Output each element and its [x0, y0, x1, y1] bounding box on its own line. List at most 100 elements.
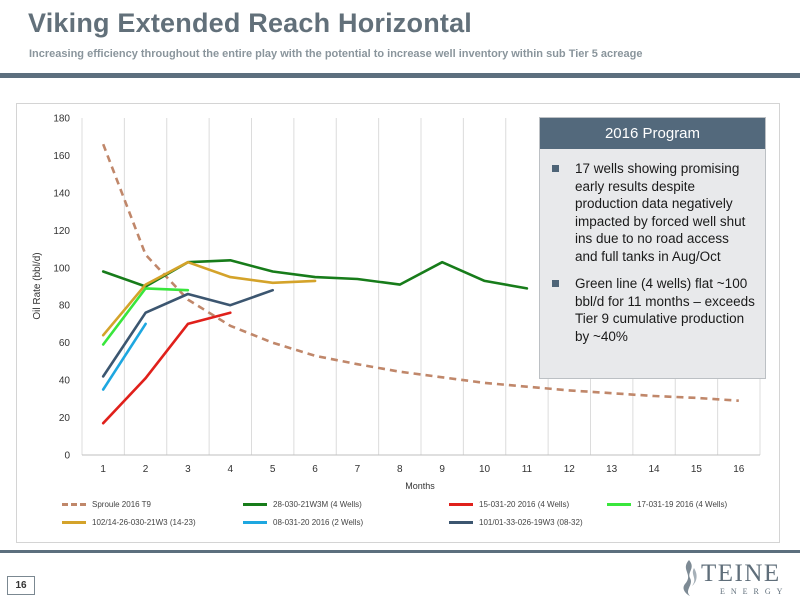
- data-point: [102, 334, 105, 337]
- data-point: [271, 281, 274, 284]
- legend-swatch: [243, 503, 267, 506]
- square-bullet-icon: [552, 280, 559, 287]
- legend-swatch: [449, 521, 473, 524]
- legend-label: Sproule 2016 T9: [92, 500, 152, 509]
- series-polyline: [101, 287, 190, 346]
- program-callout: 2016 Program 17 wells showing promising …: [539, 117, 766, 379]
- page-number: 16: [7, 576, 35, 595]
- y-tick-label: 120: [53, 226, 70, 237]
- x-tick-label: 9: [439, 464, 445, 475]
- x-tick-label: 16: [733, 464, 745, 475]
- y-axis-label: Oil Rate (bbl/d): [32, 252, 43, 319]
- data-point: [441, 376, 444, 379]
- slide-title: Viking Extended Reach Horizontal: [28, 8, 472, 38]
- data-point: [144, 283, 147, 286]
- legend-item: 17-031-19 2016 (4 Wells): [607, 497, 727, 512]
- legend-item: 101/01-33-026-19W3 (08-32): [449, 515, 583, 530]
- legend-label: 28-030-21W3M (4 Wells): [273, 500, 362, 509]
- legend-label: 15-031-20 2016 (4 Wells): [479, 500, 570, 509]
- series-polyline: [101, 322, 147, 391]
- data-point: [695, 397, 698, 400]
- program-bullet: 17 wells showing promising early results…: [550, 160, 755, 265]
- data-point: [187, 323, 190, 326]
- y-tick-label: 60: [59, 338, 71, 349]
- square-bullet-icon: [552, 165, 559, 172]
- legend-label: 101/01-33-026-19W3 (08-32): [479, 518, 583, 527]
- x-tick-label: 12: [564, 464, 576, 475]
- series-polyline: [101, 260, 317, 337]
- legend-label: 17-031-19 2016 (4 Wells): [637, 500, 728, 509]
- data-point: [229, 276, 232, 279]
- series-polyline: [101, 311, 232, 425]
- legend-item: 15-031-20 2016 (4 Wells): [449, 497, 569, 512]
- legend-item: Sproule 2016 T9: [62, 497, 151, 512]
- data-point: [738, 399, 741, 402]
- data-point: [399, 370, 402, 373]
- logo-subtext: ENERGY: [720, 587, 789, 596]
- flame-logo-icon: [683, 560, 697, 596]
- slide-subtitle: Increasing efficiency throughout the ent…: [29, 48, 643, 60]
- data-point: [144, 253, 147, 256]
- x-tick-label: 5: [270, 464, 276, 475]
- program-bullet-text: 17 wells showing promising early results…: [575, 161, 746, 264]
- legend-label: 102/14-26-030-21W3 (14-23): [92, 518, 196, 527]
- data-point: [102, 375, 105, 378]
- y-tick-label: 40: [59, 376, 71, 387]
- data-point: [187, 298, 190, 301]
- data-point: [102, 270, 105, 273]
- legend-item: 102/14-26-030-21W3 (14-23): [62, 515, 196, 530]
- data-point: [229, 311, 232, 314]
- series-line: [101, 260, 317, 337]
- legend-swatch: [243, 521, 267, 524]
- legend-swatch: [449, 503, 473, 506]
- y-tick-label: 180: [53, 114, 70, 125]
- legend-swatch: [62, 503, 86, 506]
- data-point: [102, 388, 105, 391]
- legend-swatch: [62, 521, 86, 524]
- data-point: [356, 363, 359, 366]
- x-tick-label: 2: [143, 464, 149, 475]
- x-tick-label: 3: [185, 464, 191, 475]
- data-point: [610, 392, 613, 395]
- data-point: [102, 422, 105, 425]
- series-line: [101, 311, 232, 425]
- data-point: [526, 287, 529, 290]
- data-point: [229, 259, 232, 262]
- legend-label: 08-031-20 2016 (2 Wells): [273, 518, 364, 527]
- series-line: [101, 322, 147, 391]
- x-tick-label: 1: [100, 464, 106, 475]
- data-point: [653, 395, 656, 398]
- data-point: [483, 280, 486, 283]
- data-point: [441, 261, 444, 264]
- x-tick-label: 13: [606, 464, 618, 475]
- data-point: [144, 311, 147, 314]
- chart-series: [101, 143, 741, 425]
- x-axis-label: Months: [405, 481, 435, 491]
- y-tick-label: 140: [53, 188, 70, 199]
- data-point: [229, 325, 232, 328]
- data-point: [526, 385, 529, 388]
- data-point: [187, 289, 190, 292]
- x-tick-label: 7: [355, 464, 361, 475]
- footer-divider: [0, 550, 800, 553]
- program-bullet-list: 17 wells showing promising early results…: [540, 149, 765, 345]
- data-point: [271, 270, 274, 273]
- data-point: [314, 276, 317, 279]
- data-point: [568, 389, 571, 392]
- title-divider: [0, 73, 800, 78]
- x-tick-label: 14: [649, 464, 661, 475]
- series-polyline: [101, 143, 739, 402]
- x-tick-label: 11: [522, 464, 533, 475]
- data-point: [102, 343, 105, 346]
- data-point: [102, 143, 105, 146]
- legend-item: 08-031-20 2016 (2 Wells): [243, 515, 363, 530]
- company-logo: TEINE ENERGY: [676, 558, 796, 598]
- program-bullet: Green line (4 wells) flat ~100 bbl/d for…: [550, 275, 755, 345]
- data-point: [271, 289, 274, 292]
- data-point: [314, 354, 317, 357]
- y-tick-label: 0: [64, 451, 70, 462]
- data-point: [144, 377, 147, 380]
- x-tick-label: 4: [228, 464, 234, 475]
- legend-item: 28-030-21W3M (4 Wells): [243, 497, 362, 512]
